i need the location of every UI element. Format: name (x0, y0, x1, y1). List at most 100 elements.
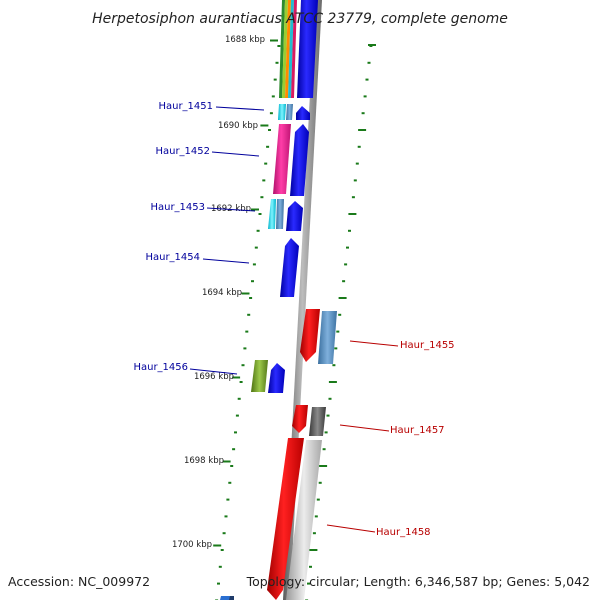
scale-dot-right (326, 414, 330, 417)
scale-dot-left (230, 465, 234, 467)
scale-dot-left (218, 565, 222, 568)
major-tick-left (260, 124, 269, 127)
gene-haur-1451-cyan[interactable] (278, 104, 286, 120)
gene-haur-1456-olive[interactable] (251, 360, 268, 392)
gene-haur-1454[interactable] (280, 238, 299, 297)
gene-arrow-blue (297, 0, 318, 98)
gene-haur-1457-dark[interactable] (309, 407, 326, 436)
scale-dot-left (232, 448, 236, 451)
scale-dot-left (252, 263, 256, 266)
gene-bottom-fragment-dark (229, 596, 234, 600)
scale-dot-left (273, 78, 277, 81)
gene-haur-1452[interactable] (290, 124, 309, 196)
scale-dot-left (245, 330, 249, 333)
scale-dot-right (346, 246, 349, 249)
scale-dot-right (338, 313, 342, 316)
scale-dot-left (264, 162, 268, 165)
scale-dot-right (322, 448, 326, 451)
major-tick-left (222, 460, 231, 463)
major-tick-left (232, 376, 241, 379)
scale-dot-right (332, 364, 336, 367)
major-tick-left (270, 39, 278, 42)
scale-dot-left (256, 229, 260, 232)
major-tick-right (309, 549, 318, 551)
scale-dot-left (217, 582, 220, 585)
tick-label-1700: 1700 kbp (172, 540, 212, 550)
scale-dot-left (228, 481, 232, 484)
major-tick-right (348, 213, 357, 215)
title-overlay (360, 4, 396, 38)
gene-haur-1453-steel[interactable] (276, 199, 284, 229)
tick-label-1688: 1688 kbp (225, 35, 265, 45)
scale-dot-left (220, 549, 224, 551)
major-tick-right (358, 129, 367, 131)
scale-dot-right (361, 112, 365, 115)
gene-haur-1458[interactable] (267, 438, 304, 600)
gene-haur-1457[interactable] (292, 405, 308, 433)
map-title: Herpetosiphon aurantiacus ATCC 23779, co… (92, 11, 508, 27)
scale-dot-left (275, 61, 279, 64)
scale-dot-right (336, 330, 340, 333)
tick-label-1696: 1696 kbp (194, 372, 234, 382)
gene-bottom-fragment (220, 596, 231, 600)
tick-label-1698: 1698 kbp (184, 456, 224, 466)
gene-haur-1455-steel[interactable] (318, 311, 337, 364)
accession-text: Accession: NC_009972 (8, 574, 150, 589)
scale-dot-right (367, 61, 371, 64)
scale-dot-right (324, 431, 328, 434)
gene-cluster-top (279, 0, 318, 98)
scale-dot-right (307, 582, 310, 585)
scale-dot-left (251, 280, 254, 283)
scale-dot-left (234, 431, 237, 434)
gene-label-haur-1454[interactable]: Haur_1454 (145, 252, 200, 263)
scale-dot-left (222, 532, 226, 535)
major-tick-left (213, 544, 222, 547)
label-leader-lines (189, 106, 399, 533)
scale-dot-left (262, 179, 266, 182)
kbp-scale-major-ticks (213, 39, 376, 551)
scale-dot-right (312, 532, 316, 535)
gene-haur-1451-steel[interactable] (286, 104, 293, 120)
gene-haur-1451[interactable] (296, 106, 310, 120)
scale-dot-right (353, 179, 357, 182)
gene-label-haur-1453[interactable]: Haur_1453 (150, 202, 205, 213)
scale-dot-left (237, 397, 241, 400)
gene-label-haur-1452[interactable]: Haur_1452 (155, 146, 210, 157)
major-tick-left (251, 208, 259, 211)
scale-dot-left (226, 498, 230, 501)
gene-haur-1453[interactable] (286, 201, 303, 231)
gene-haur-1458-grey[interactable] (286, 440, 322, 600)
scale-dot-left (243, 347, 247, 350)
scale-dot-right (365, 78, 369, 81)
gene-haur-1455[interactable] (300, 309, 320, 362)
gene-label-haur-1456[interactable]: Haur_1456 (133, 362, 188, 373)
scale-dot-right (355, 162, 359, 165)
topology-text: Topology: circular; Length: 6,346,587 bp… (246, 574, 590, 589)
scale-dot-left (269, 112, 273, 115)
scale-dot-right (357, 145, 361, 148)
gene-haur-1452-pink[interactable] (273, 124, 291, 194)
gene-label-haur-1457[interactable]: Haur_1457 (390, 425, 445, 436)
scale-dot-right (309, 565, 312, 568)
gene-label-haur-1458[interactable]: Haur_1458 (376, 527, 431, 538)
scale-dot-right (328, 397, 332, 400)
scale-dot-left (224, 515, 228, 518)
gene-label-haur-1451[interactable]: Haur_1451 (158, 101, 213, 112)
scale-dot-right (316, 498, 320, 501)
scale-dot-left (249, 297, 253, 299)
scale-dot-left (258, 213, 262, 215)
scale-dot-left (247, 313, 251, 316)
scale-dot-right (344, 263, 348, 266)
tick-label-1694: 1694 kbp (202, 288, 242, 298)
scale-dot-left (266, 145, 270, 148)
gene-label-haur-1455[interactable]: Haur_1455 (400, 340, 455, 351)
gene-haur-1456[interactable] (268, 363, 285, 393)
tick-label-1690: 1690 kbp (218, 121, 258, 131)
gene-haur-1453-cyan[interactable] (268, 199, 276, 229)
scale-dot-left (271, 95, 275, 98)
major-tick-right (319, 465, 328, 467)
scale-dot-right (314, 515, 318, 518)
scale-dot-left (239, 381, 243, 383)
